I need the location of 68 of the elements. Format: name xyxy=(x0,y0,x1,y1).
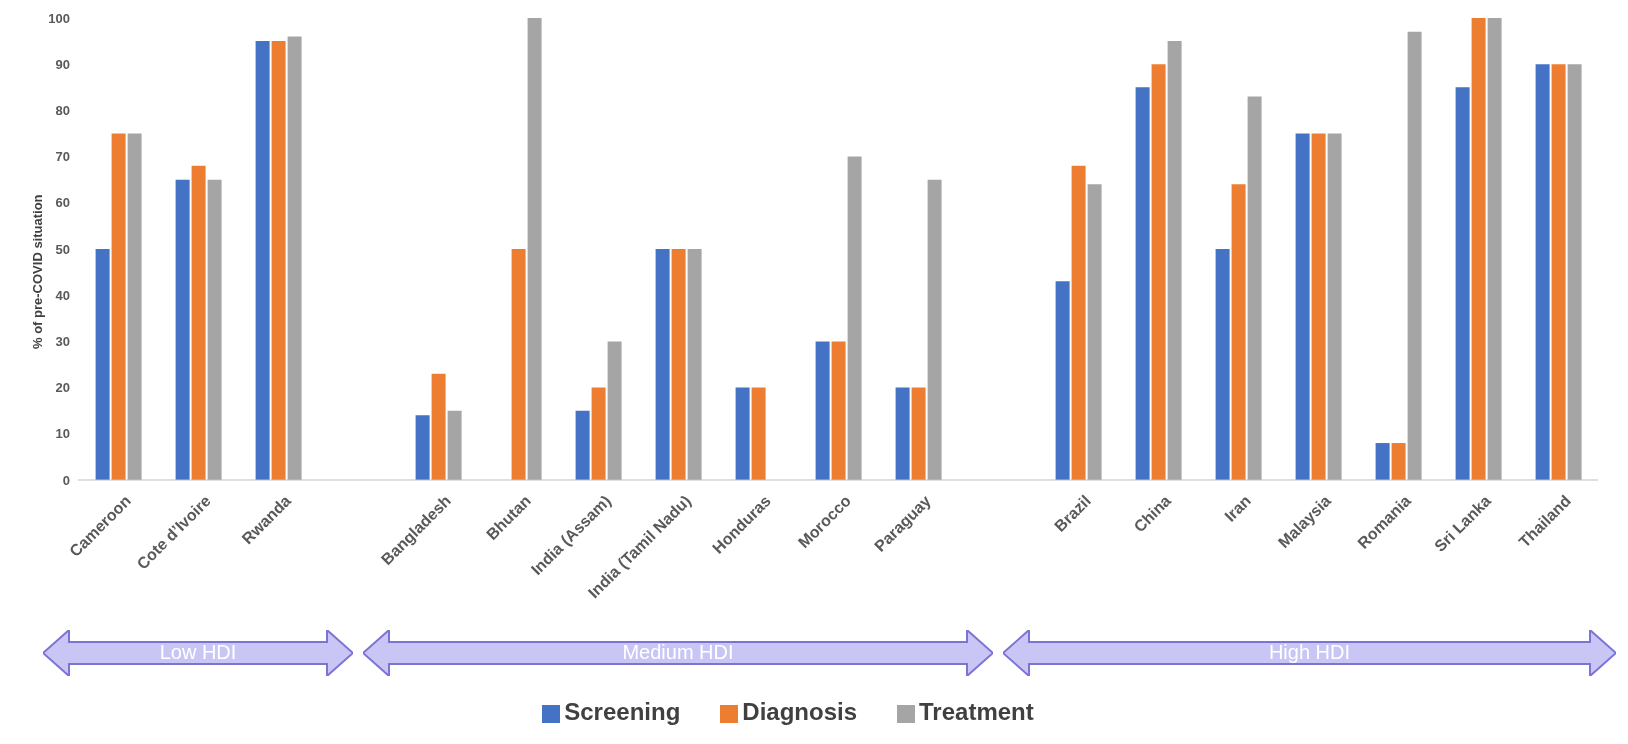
bar xyxy=(511,249,526,480)
y-tick-label: 100 xyxy=(48,10,70,26)
bar xyxy=(815,341,830,480)
y-tick-label: 50 xyxy=(55,241,70,257)
legend-label: Screening xyxy=(564,698,681,725)
bar xyxy=(111,133,126,480)
bar xyxy=(1567,64,1582,480)
bar xyxy=(415,415,430,480)
bar xyxy=(1551,64,1566,480)
bar xyxy=(1455,87,1470,480)
bar xyxy=(1311,133,1326,480)
bar xyxy=(1375,443,1390,480)
bar xyxy=(1135,87,1150,480)
bar xyxy=(1167,41,1182,480)
bar xyxy=(1215,249,1230,480)
bar xyxy=(431,373,446,480)
bar xyxy=(1471,18,1486,480)
bar xyxy=(527,18,542,480)
text: Medium HDI xyxy=(621,641,735,664)
text: Low HDI xyxy=(158,641,238,664)
y-tick-label: 0 xyxy=(62,472,70,488)
x-tick-label: Iran xyxy=(1221,492,1255,525)
y-tick-label: 90 xyxy=(55,56,70,72)
bar xyxy=(95,249,110,480)
bar xyxy=(927,179,942,480)
bar xyxy=(895,387,910,480)
bar xyxy=(255,41,270,480)
bar xyxy=(271,41,286,480)
bar xyxy=(1327,133,1342,480)
bar xyxy=(1231,184,1246,480)
bar xyxy=(847,156,862,480)
y-tick-label: 30 xyxy=(55,334,70,350)
bar xyxy=(607,341,622,480)
bar xyxy=(191,165,206,480)
bar xyxy=(175,179,190,480)
bar xyxy=(447,410,462,480)
bar xyxy=(1071,165,1086,480)
bar xyxy=(1151,64,1166,480)
legend-label: Treatment xyxy=(919,698,1034,725)
bar xyxy=(591,387,606,480)
bar xyxy=(1535,64,1550,480)
bar xyxy=(1247,96,1262,480)
bar xyxy=(1055,281,1070,480)
y-tick-label: 80 xyxy=(55,103,70,119)
bar xyxy=(831,341,846,480)
bar xyxy=(671,249,686,480)
y-axis-title: % of pre-COVID situation xyxy=(29,194,45,349)
bar xyxy=(911,387,926,480)
bar xyxy=(575,410,590,480)
y-tick-label: 20 xyxy=(55,380,70,396)
y-tick-label: 70 xyxy=(55,149,70,165)
y-tick-label: 60 xyxy=(55,195,70,211)
bar xyxy=(127,133,142,480)
legend-label: Diagnosis xyxy=(742,698,858,725)
bar xyxy=(1391,443,1406,480)
bar xyxy=(287,36,302,480)
y-tick-label: 40 xyxy=(55,287,70,303)
bar xyxy=(1487,18,1502,480)
bar xyxy=(1295,133,1310,480)
bar xyxy=(655,249,670,480)
bar xyxy=(1407,31,1422,480)
bar xyxy=(687,249,702,480)
bar xyxy=(1087,184,1102,480)
bar xyxy=(751,387,766,480)
bar xyxy=(735,387,750,480)
y-tick-label: 10 xyxy=(55,426,70,442)
bar xyxy=(207,179,222,480)
text: High HDI xyxy=(1267,641,1352,664)
